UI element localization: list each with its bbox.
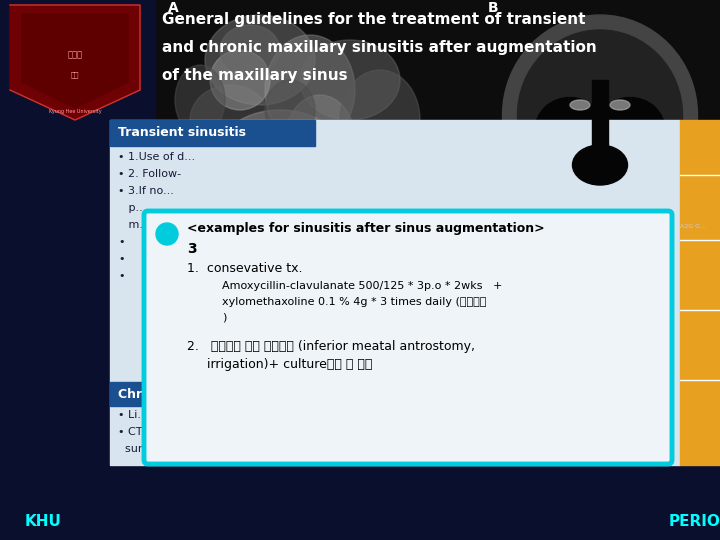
Text: 1.  consevative tx.: 1. consevative tx.	[187, 262, 302, 275]
Text: A: A	[168, 1, 179, 15]
Text: ): )	[222, 313, 226, 323]
Ellipse shape	[205, 15, 315, 105]
Ellipse shape	[220, 25, 280, 75]
Bar	[110, 120, 680, 465]
Ellipse shape	[595, 98, 665, 163]
Text: KHU: KHU	[25, 515, 62, 530]
Text: xylomethaxoline 0.1 % 4g * 3 times daily (오트리빈: xylomethaxoline 0.1 % 4g * 3 times daily…	[222, 297, 487, 307]
Text: surgery: surgery	[118, 444, 168, 454]
Text: irrigation)+ culture하여 약 처방: irrigation)+ culture하여 약 처방	[187, 358, 372, 371]
Text: •: •	[118, 271, 125, 281]
Ellipse shape	[175, 65, 225, 135]
Text: <examples for sinusitis after sinus augmentation>: <examples for sinusitis after sinus augm…	[187, 222, 544, 235]
Bar	[480, 0, 720, 235]
Text: p...: p...	[118, 203, 146, 213]
Ellipse shape	[250, 170, 370, 220]
Bar	[110, 120, 315, 146]
Text: • 2. Follow-: • 2. Follow-	[118, 169, 181, 179]
Ellipse shape	[572, 145, 628, 185]
Bar	[268, 185, 313, 210]
Text: A2G G...: A2G G...	[680, 224, 706, 229]
Text: m...: m...	[118, 220, 150, 230]
Ellipse shape	[190, 85, 270, 155]
Text: • Li...: • Li...	[118, 410, 148, 420]
Ellipse shape	[340, 70, 420, 170]
Text: Amoxycillin-clavulanate 500/125 * 3p.o * 2wks   +: Amoxycillin-clavulanate 500/125 * 3p.o *…	[222, 281, 503, 291]
Bar	[592, 80, 608, 150]
Text: of the maxillary sinus: of the maxillary sinus	[162, 68, 348, 83]
Ellipse shape	[610, 100, 630, 110]
Text: Kyung Hee University: Kyung Hee University	[49, 110, 102, 114]
Text: • 3.If no...: • 3.If no...	[118, 186, 174, 196]
Text: 2.   증상개선 없어 수술결정 (inferior meatal antrostomy,: 2. 증상개선 없어 수술결정 (inferior meatal antrost…	[187, 340, 475, 353]
FancyBboxPatch shape	[144, 211, 672, 464]
Text: 3: 3	[187, 242, 197, 256]
Text: •: •	[118, 254, 125, 264]
Text: B: B	[488, 1, 499, 15]
Bar	[680, 120, 720, 465]
Polygon shape	[10, 5, 140, 120]
Ellipse shape	[220, 160, 320, 220]
Ellipse shape	[265, 80, 315, 140]
Text: 경희대: 경희대	[68, 51, 83, 59]
Bar	[0, 0, 155, 120]
Ellipse shape	[570, 100, 590, 110]
Ellipse shape	[265, 35, 355, 145]
Text: Transient sinusitis: Transient sinusitis	[118, 126, 246, 139]
Ellipse shape	[300, 40, 400, 120]
Ellipse shape	[295, 125, 385, 195]
Polygon shape	[22, 14, 128, 108]
Text: and chronic maxillary sinusitis after augmentation: and chronic maxillary sinusitis after au…	[162, 40, 597, 55]
Ellipse shape	[285, 95, 355, 185]
Text: PERIO: PERIO	[669, 515, 720, 530]
Ellipse shape	[518, 30, 683, 200]
Bar	[110, 382, 315, 406]
Text: General guidelines for the treatment of transient: General guidelines for the treatment of …	[162, 12, 585, 27]
Ellipse shape	[503, 15, 698, 215]
Ellipse shape	[535, 98, 605, 163]
Bar	[155, 0, 480, 235]
Ellipse shape	[220, 110, 340, 190]
Text: Chronic sinusitis: Chronic sinusitis	[118, 388, 233, 401]
Circle shape	[156, 223, 178, 245]
Ellipse shape	[210, 50, 270, 110]
Text: • 1.Use of d...: • 1.Use of d...	[118, 152, 195, 162]
Text: • CT scanning had functional endoscopic sinus: • CT scanning had functional endoscopic …	[118, 427, 379, 437]
Text: •: •	[118, 237, 125, 247]
Text: 학교: 학교	[71, 72, 79, 78]
